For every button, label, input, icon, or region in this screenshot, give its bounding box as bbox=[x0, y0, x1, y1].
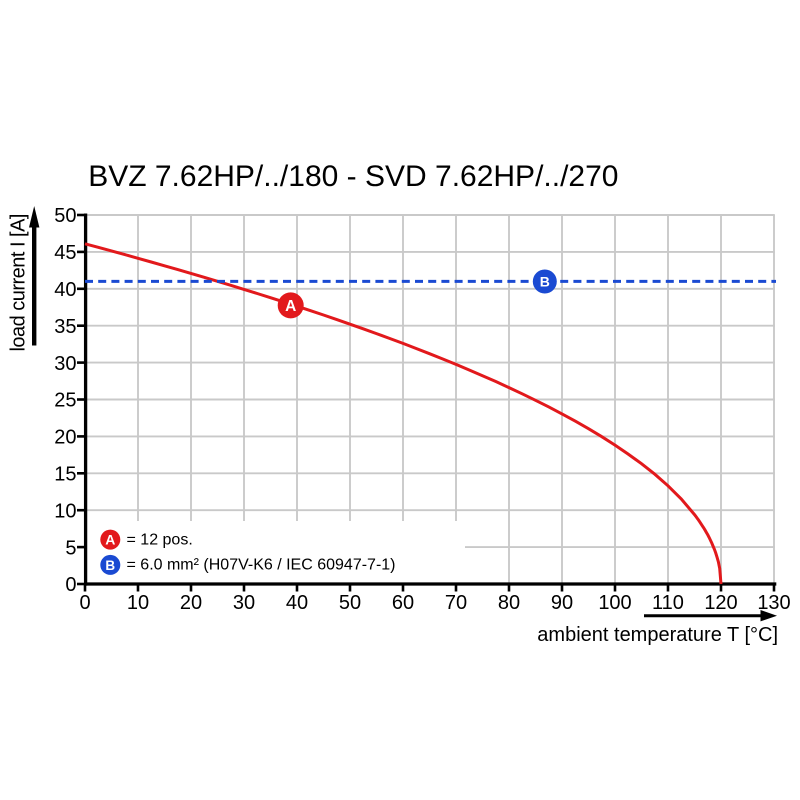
svg-text:load current I [A]: load current I [A] bbox=[8, 214, 30, 352]
svg-text:40: 40 bbox=[54, 279, 76, 301]
svg-text:35: 35 bbox=[54, 316, 76, 338]
svg-text:25: 25 bbox=[54, 390, 76, 412]
svg-text:30: 30 bbox=[233, 592, 255, 614]
svg-text:20: 20 bbox=[180, 592, 202, 614]
svg-text:70: 70 bbox=[445, 592, 467, 614]
svg-text:100: 100 bbox=[598, 592, 631, 614]
svg-text:80: 80 bbox=[498, 592, 520, 614]
svg-text:40: 40 bbox=[286, 592, 308, 614]
svg-text:90: 90 bbox=[551, 592, 573, 614]
svg-text:B: B bbox=[540, 274, 550, 290]
svg-text:A: A bbox=[285, 298, 296, 315]
svg-text:BVZ 7.62HP/../180 - SVD 7.62HP: BVZ 7.62HP/../180 - SVD 7.62HP/../270 bbox=[88, 160, 618, 193]
svg-text:50: 50 bbox=[339, 592, 361, 614]
svg-text:15: 15 bbox=[54, 464, 76, 486]
svg-text:45: 45 bbox=[54, 242, 76, 264]
svg-text:10: 10 bbox=[54, 500, 76, 522]
svg-text:0: 0 bbox=[79, 592, 90, 614]
svg-text:110: 110 bbox=[652, 592, 684, 614]
svg-text:0: 0 bbox=[65, 574, 76, 596]
svg-text:ambient temperature T [°C]: ambient temperature T [°C] bbox=[537, 624, 778, 646]
svg-text:30: 30 bbox=[54, 353, 76, 375]
svg-text:= 12 pos.: = 12 pos. bbox=[127, 532, 193, 549]
svg-text:60: 60 bbox=[392, 592, 414, 614]
svg-text:130: 130 bbox=[757, 592, 790, 614]
svg-text:120: 120 bbox=[704, 592, 737, 614]
svg-text:20: 20 bbox=[54, 427, 76, 449]
svg-text:B: B bbox=[105, 558, 115, 573]
svg-text:10: 10 bbox=[127, 592, 149, 614]
svg-text:= 6.0 mm² (H07V-K6 / IEC 60947: = 6.0 mm² (H07V-K6 / IEC 60947-7-1) bbox=[127, 556, 396, 573]
svg-text:50: 50 bbox=[54, 205, 76, 227]
svg-text:A: A bbox=[105, 532, 115, 548]
svg-text:5: 5 bbox=[65, 537, 76, 559]
